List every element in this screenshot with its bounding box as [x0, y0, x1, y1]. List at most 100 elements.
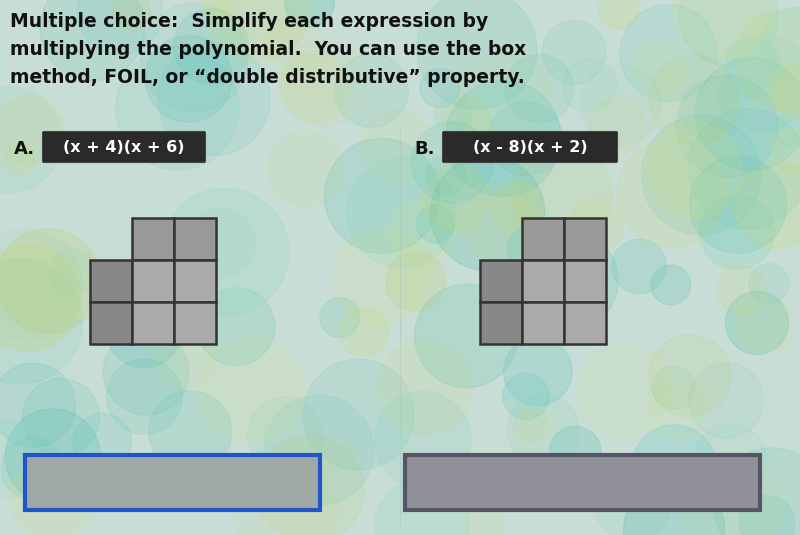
Circle shape [646, 122, 742, 219]
Circle shape [73, 413, 131, 471]
Circle shape [174, 9, 249, 84]
Circle shape [770, 62, 800, 119]
Circle shape [360, 109, 434, 184]
Circle shape [334, 54, 409, 127]
Circle shape [0, 230, 82, 340]
Circle shape [264, 395, 374, 505]
Circle shape [699, 194, 774, 270]
Circle shape [681, 77, 744, 141]
Circle shape [672, 0, 772, 58]
Circle shape [505, 55, 574, 123]
Circle shape [735, 295, 794, 353]
Circle shape [649, 335, 731, 417]
Circle shape [150, 278, 198, 325]
Circle shape [204, 0, 313, 59]
Circle shape [542, 20, 606, 85]
Circle shape [162, 188, 289, 316]
Circle shape [435, 97, 472, 134]
Circle shape [717, 265, 766, 315]
Circle shape [281, 40, 367, 126]
Circle shape [262, 17, 324, 78]
Circle shape [648, 379, 710, 441]
Bar [174, 302, 216, 344]
Bar [522, 218, 564, 260]
Circle shape [22, 379, 100, 456]
Text: B.: B. [414, 140, 434, 158]
Circle shape [50, 248, 97, 295]
Circle shape [202, 0, 234, 20]
Circle shape [714, 448, 800, 535]
Bar [564, 260, 606, 302]
Bar [132, 302, 174, 344]
Circle shape [0, 244, 81, 351]
Circle shape [462, 508, 504, 535]
Circle shape [2, 438, 63, 500]
Circle shape [676, 75, 778, 177]
Bar [132, 260, 174, 302]
Circle shape [374, 392, 470, 487]
Circle shape [198, 337, 305, 444]
Circle shape [462, 189, 536, 264]
Circle shape [198, 288, 275, 365]
Bar [480, 302, 522, 344]
Circle shape [714, 34, 800, 131]
Circle shape [649, 55, 738, 144]
Bar [480, 260, 522, 302]
Circle shape [0, 258, 82, 384]
Circle shape [578, 344, 670, 437]
Text: A.: A. [14, 140, 35, 158]
Circle shape [430, 156, 545, 271]
Circle shape [734, 162, 800, 248]
Circle shape [503, 337, 572, 406]
Circle shape [517, 230, 618, 331]
Bar [564, 218, 606, 260]
Circle shape [502, 373, 549, 419]
Circle shape [726, 292, 789, 354]
Circle shape [446, 81, 561, 196]
Circle shape [333, 227, 430, 324]
Circle shape [116, 47, 239, 170]
Circle shape [642, 116, 761, 235]
Circle shape [320, 298, 359, 338]
Circle shape [599, 0, 640, 29]
Circle shape [653, 366, 695, 409]
Circle shape [417, 205, 454, 243]
Circle shape [749, 264, 789, 304]
Circle shape [149, 391, 232, 473]
Circle shape [739, 495, 794, 535]
Circle shape [106, 358, 182, 434]
Circle shape [618, 139, 726, 248]
Circle shape [0, 229, 101, 334]
Text: Multiple choice:  Simplify each expression by: Multiple choice: Simplify each expressio… [10, 12, 488, 31]
Circle shape [679, 0, 778, 66]
Circle shape [633, 41, 686, 94]
Circle shape [590, 98, 646, 154]
Circle shape [695, 58, 800, 170]
Circle shape [285, 0, 334, 27]
Circle shape [77, 0, 162, 55]
Circle shape [389, 198, 456, 266]
FancyBboxPatch shape [442, 132, 618, 163]
Circle shape [512, 144, 612, 244]
Bar [90, 260, 132, 302]
Circle shape [562, 59, 617, 113]
Circle shape [580, 64, 661, 145]
Circle shape [325, 139, 439, 253]
Circle shape [694, 424, 767, 498]
Circle shape [460, 52, 553, 144]
Circle shape [420, 68, 459, 108]
FancyBboxPatch shape [42, 132, 206, 163]
Bar [522, 302, 564, 344]
Circle shape [146, 35, 232, 122]
Circle shape [247, 397, 324, 473]
Circle shape [569, 199, 623, 253]
Circle shape [279, 51, 349, 121]
Circle shape [651, 265, 690, 305]
Bar [174, 260, 216, 302]
Circle shape [374, 479, 469, 535]
Text: multiplying the polynomial.  You can use the box: multiplying the polynomial. You can use … [10, 40, 526, 59]
Bar [174, 218, 216, 260]
Circle shape [689, 363, 764, 438]
Circle shape [213, 0, 306, 64]
Circle shape [770, 128, 800, 173]
